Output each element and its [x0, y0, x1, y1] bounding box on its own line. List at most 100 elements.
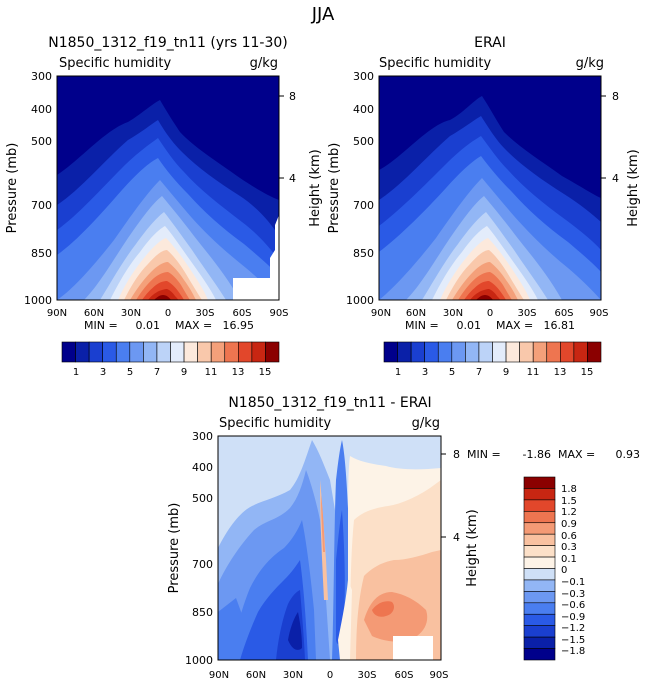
- y-tick-label: 850: [353, 247, 374, 260]
- neg-region: [288, 612, 302, 650]
- colorbar-swatch: [383, 341, 398, 363]
- contour-fills: [218, 440, 441, 660]
- y-tick-label: 850: [31, 247, 52, 260]
- min-label: MIN =: [405, 319, 439, 332]
- colorbar: [523, 476, 556, 661]
- colorbar-swatch: [587, 341, 602, 363]
- colorbar-label: −1.8: [561, 646, 585, 657]
- x-tick-label: 30S: [517, 308, 536, 319]
- colorbar-label: 0: [561, 565, 567, 576]
- colorbar-swatch: [523, 648, 556, 661]
- panel-subtitle-right: g/kg: [250, 56, 278, 71]
- colorbar-swatch: [451, 341, 466, 363]
- colorbar-swatch: [424, 341, 439, 363]
- y-tick-label: 850: [192, 606, 213, 619]
- contour-fills: [379, 96, 601, 300]
- y-tick-label: 1000: [346, 294, 374, 307]
- colorbar-swatch: [465, 341, 480, 363]
- y-tick-label: 300: [192, 430, 213, 443]
- colorbar-label: −0.1: [561, 577, 585, 588]
- colorbar-label: 7: [154, 367, 160, 378]
- colorbar-swatch: [437, 341, 453, 363]
- colorbar-label: 0.1: [561, 554, 577, 565]
- plot-frame: [378, 75, 602, 301]
- y2-tick-label: 4: [612, 172, 619, 185]
- max-label: MAX =: [558, 448, 595, 461]
- y-tick-label: 500: [192, 492, 213, 505]
- y-tick-label: 400: [192, 461, 213, 474]
- colorbar: [61, 341, 280, 363]
- colorbar-swatch: [573, 341, 588, 363]
- x-tick-label: 60N: [84, 308, 104, 319]
- y-axis: 300 400 500 700 850 1000: [24, 70, 52, 307]
- colorbar-label: 0.6: [561, 531, 577, 542]
- colorbar-labels: 1 3 5 7 9 11 13 15: [73, 367, 272, 378]
- colorbar-label: 1.2: [561, 507, 577, 518]
- colorbar-swatch: [129, 341, 144, 363]
- contour-band-14: [148, 289, 178, 300]
- contour-band-15: [154, 295, 171, 300]
- colorbar-label: 1.8: [561, 484, 577, 495]
- colorbar-swatch: [523, 602, 556, 615]
- y-tick-label: 400: [31, 103, 52, 116]
- x-tick-label: 60S: [394, 670, 413, 681]
- y2-tick-label: 8: [453, 448, 460, 461]
- min-value: -1.86: [523, 448, 551, 461]
- figure-title: JJA: [311, 4, 335, 25]
- colorbar-swatch: [523, 545, 556, 558]
- x-tick-label: 30N: [443, 308, 463, 319]
- panel-subtitle-right: g/kg: [576, 56, 604, 71]
- colorbar-swatch: [523, 579, 556, 592]
- x-tick-label: 0: [327, 670, 333, 681]
- colorbar-swatch: [251, 341, 266, 363]
- max-value: 16.81: [544, 319, 576, 332]
- colorbar-label: 1: [395, 367, 401, 378]
- colorbar-swatch: [523, 476, 556, 489]
- panel-title: ERAI: [474, 35, 506, 51]
- colorbar-swatch: [523, 499, 556, 512]
- pos-region: [321, 495, 325, 552]
- colorbar-swatch: [523, 522, 556, 535]
- plot-frame: [217, 435, 442, 661]
- panel-model: N1850_1312_f19_tn11 (yrs 11-30) Specific…: [5, 35, 323, 378]
- max-value: 16.95: [223, 319, 255, 332]
- y2-tick-label: 8: [612, 90, 619, 103]
- y2-axis: 8 4: [279, 90, 296, 185]
- y-axis-label: Pressure (mb): [167, 503, 182, 594]
- colorbar-swatch: [523, 488, 556, 501]
- colorbar-swatch: [183, 341, 198, 363]
- y2-axis-label: Height (km): [626, 149, 641, 226]
- y-tick-label: 500: [353, 135, 374, 148]
- colorbar-swatch: [115, 341, 131, 363]
- stats: MIN = -1.86 MAX = 0.93: [467, 448, 640, 461]
- y2-axis-label: Height (km): [308, 149, 323, 226]
- colorbar-swatch: [156, 341, 171, 363]
- panel-subtitle-left: Specific humidity: [59, 56, 171, 71]
- min-value: 0.01: [136, 319, 161, 332]
- colorbar-swatch: [523, 613, 556, 626]
- panel-subtitle-left: Specific humidity: [219, 416, 331, 431]
- colorbar-swatch: [478, 341, 493, 363]
- y-tick-label: 1000: [185, 654, 213, 667]
- pos-region: [372, 601, 394, 617]
- colorbar-swatch: [265, 341, 280, 363]
- x-tick-label: 60S: [554, 308, 573, 319]
- x-tick-label: 90S: [589, 308, 608, 319]
- y2-axis-label: Height (km): [465, 509, 480, 586]
- colorbar-label: 7: [476, 367, 482, 378]
- y-tick-label: 500: [31, 135, 52, 148]
- colorbar-label: 11: [205, 367, 218, 378]
- y-tick-label: 1000: [24, 294, 52, 307]
- colorbar-label: −0.6: [561, 600, 585, 611]
- panel-obs: ERAI Specific humidity g/kg 300 400 500: [327, 35, 641, 378]
- colorbar-label: 5: [449, 367, 455, 378]
- zero-band: [338, 580, 352, 660]
- colorbar-swatch: [523, 511, 556, 524]
- colorbar-labels: 1.8 1.5 1.2 0.9 0.6 0.3 0.1 0 −0.1 −0.3 …: [561, 484, 585, 657]
- x-tick-label: 60N: [246, 670, 266, 681]
- colorbar-swatch: [546, 341, 561, 363]
- y-tick-label: 700: [353, 199, 374, 212]
- colorbar-swatch: [210, 341, 226, 363]
- neg-region: [218, 598, 244, 660]
